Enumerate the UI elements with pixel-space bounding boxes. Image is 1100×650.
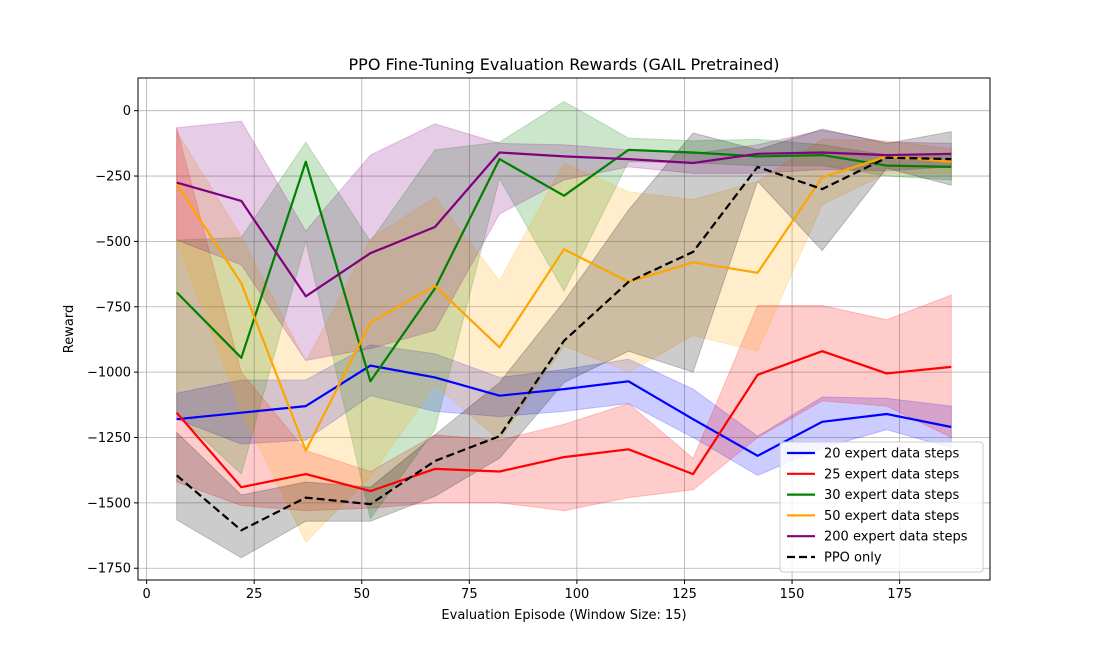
plot-frame (137, 77, 991, 581)
legend-entry: 25 expert data steps (824, 467, 959, 482)
legend: 20 expert data steps 25 expert data steps… (779, 441, 984, 573)
y-tick-label: −250 (95, 170, 131, 185)
y-tick-label: −1750 (87, 562, 131, 577)
y-axis-label: Reward (62, 305, 77, 353)
chart-title: PPO Fine-Tuning Evaluation Rewards (GAIL… (349, 55, 780, 74)
y-tick-label: −1250 (87, 431, 131, 446)
legend-entry: PPO only (824, 551, 882, 566)
y-tick-label: −750 (95, 300, 131, 315)
series-line (175, 155, 952, 452)
series-line (176, 151, 952, 298)
x-tick-label: 0 (142, 587, 150, 602)
series-lines (175, 148, 952, 532)
x-tick-label: 125 (672, 587, 697, 602)
x-tick-label: 100 (564, 587, 589, 602)
std-band (176, 127, 952, 512)
x-axis-label: Evaluation Episode (Window Size: 15) (441, 608, 686, 623)
y-tick-label: −1500 (87, 496, 131, 511)
x-tick-label: 75 (461, 587, 478, 602)
x-tick-label: 150 (780, 587, 805, 602)
y-tick-label: −1000 (87, 366, 131, 381)
legend-entry: 50 expert data steps (824, 509, 959, 524)
series-line (176, 364, 952, 457)
series-line (175, 148, 952, 383)
legend-entry: 30 expert data steps (824, 488, 959, 503)
std-band (176, 129, 952, 543)
y-tick-label: 0 (123, 104, 131, 119)
y-tick-label: −500 (95, 235, 131, 250)
series-line (175, 156, 952, 532)
series-line (175, 350, 952, 493)
std-band (176, 100, 952, 520)
legend-box (779, 441, 984, 573)
x-tick-label: 25 (246, 587, 263, 602)
x-tick-label: 175 (887, 587, 912, 602)
x-tick-label: 50 (353, 587, 370, 602)
axis-ticks: 0 25 50 75 100 125 150 175 0 −250 −500 −750 −1000 −12… (87, 104, 912, 602)
legend-entry: 200 expert data steps (824, 530, 968, 545)
std-band (176, 128, 952, 559)
legend-entry: 20 expert data steps (824, 447, 959, 462)
